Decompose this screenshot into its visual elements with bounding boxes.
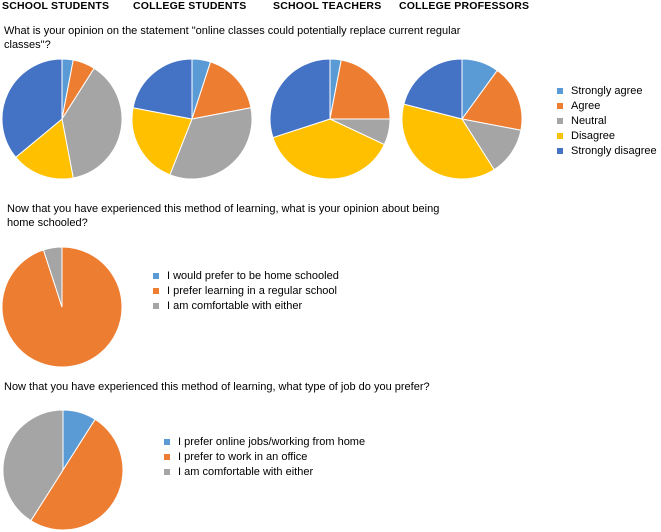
legend-label: Disagree (571, 129, 616, 142)
pie-slice (401, 103, 495, 180)
pie-slice (132, 58, 193, 120)
legend-home-schooled: I would prefer to be home schooled I pre… (153, 268, 339, 313)
legend-item: Strongly disagree (557, 143, 657, 158)
pie-school-students (1, 58, 123, 180)
legend-label: Strongly agree (571, 84, 643, 97)
pie-slice (169, 107, 253, 180)
legend-item: I prefer to work in an office (164, 449, 365, 464)
pie-slice (131, 107, 193, 176)
header-college-students: COLLEGE STUDENTS (133, 0, 247, 12)
legend-swatch (164, 453, 170, 460)
legend-swatch (164, 438, 170, 445)
legend-item: Agree (557, 98, 657, 113)
pie-slice (191, 61, 252, 120)
pie-slice (30, 418, 124, 531)
legend-swatch (164, 468, 170, 475)
pie-college-professors (401, 58, 523, 180)
legend-swatch (557, 147, 563, 154)
pie-slice (15, 118, 74, 180)
pie-slice (461, 69, 523, 131)
legend-item: Neutral (557, 113, 657, 128)
legend-label: I am comfortable with either (178, 465, 314, 478)
pie-slice (61, 67, 123, 179)
legend-label: I would prefer to be home schooled (167, 269, 339, 282)
pie-slice (272, 118, 385, 180)
question-job-type: Now that you have experienced this metho… (4, 381, 430, 393)
legend-opinion: Strongly agree Agree Neutral Disagree St… (557, 83, 657, 158)
legend-swatch (153, 272, 159, 279)
legend-item: I prefer online jobs/working from home (164, 434, 365, 449)
legend-label: Strongly disagree (571, 144, 657, 157)
legend-label: I prefer online jobs/working from home (178, 435, 366, 448)
pie-home-schooled (1, 246, 123, 368)
legend-swatch (557, 87, 563, 94)
header-college-professors: COLLEGE PROFESSORS (399, 0, 530, 12)
legend-swatch (557, 132, 563, 139)
pie-slice (1, 58, 63, 158)
pie-school-teachers (269, 58, 391, 180)
legend-label: I prefer learning in a regular school (167, 284, 337, 297)
header-school-students: SCHOOL STUDENTS (2, 0, 110, 12)
question-online-classes: What is your opinion on the statement "o… (4, 25, 461, 51)
pie-slice (269, 58, 331, 139)
pie-slice (42, 246, 63, 308)
legend-swatch (557, 102, 563, 109)
legend-swatch (153, 287, 159, 294)
legend-item: Strongly agree (557, 83, 657, 98)
legend-item: I prefer learning in a regular school (153, 283, 339, 298)
legend-item: I am comfortable with either (164, 464, 365, 479)
legend-item: I would prefer to be home schooled (153, 268, 339, 283)
pie-slice (403, 58, 463, 120)
legend-item: Disagree (557, 128, 657, 143)
legend-swatch (557, 117, 563, 124)
pie-slice (2, 409, 64, 522)
legend-label: Agree (571, 99, 601, 112)
legend-label: I prefer to work in an office (178, 450, 308, 463)
legend-swatch (153, 302, 159, 309)
pie-job-type (2, 409, 124, 531)
legend-job-type: I prefer online jobs/working from home I… (164, 434, 365, 479)
pie-slice (329, 59, 391, 120)
header-school-teachers: SCHOOL TEACHERS (273, 0, 382, 12)
legend-label: I am comfortable with either (167, 299, 303, 312)
pie-slice (1, 246, 123, 368)
legend-item: I am comfortable with either (153, 298, 339, 313)
pie-college-students (131, 58, 253, 180)
question-home-schooled: Now that you have experienced this metho… (7, 203, 440, 229)
legend-label: Neutral (571, 114, 607, 127)
